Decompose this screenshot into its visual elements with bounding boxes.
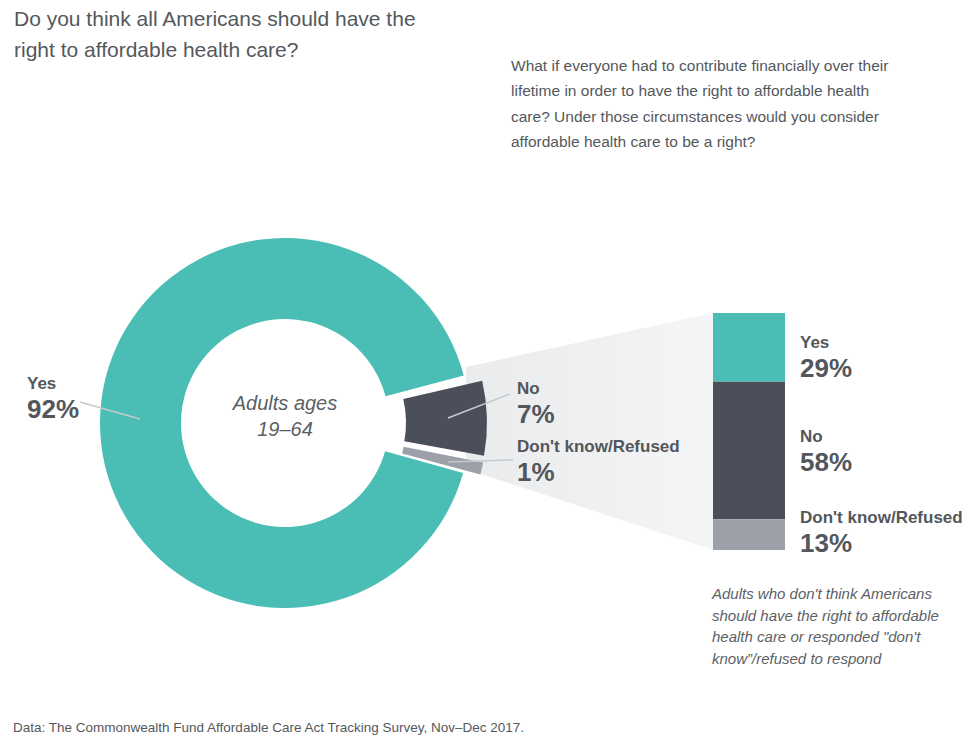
bar-label-no-name: No bbox=[800, 427, 852, 447]
donut-label-no: No 7% bbox=[517, 379, 555, 429]
page: { "title_lines": [ "Do you think all Ame… bbox=[0, 0, 980, 743]
donut-label-no-pct: 7% bbox=[517, 399, 555, 429]
leader-line-dont-know bbox=[448, 460, 513, 462]
donut-segment-no bbox=[403, 381, 487, 456]
bar-label-dont-know-name: Don't know/Refused bbox=[800, 508, 963, 528]
bar-segment-no bbox=[713, 382, 785, 519]
funnel-highlight-shape bbox=[466, 313, 713, 550]
donut-segment-don-t-know-refused bbox=[402, 447, 483, 475]
bar-label-no: No 58% bbox=[800, 427, 852, 477]
donut-label-yes-pct: 92% bbox=[27, 394, 79, 424]
bar-label-no-pct: 58% bbox=[800, 447, 852, 477]
donut-label-dont-know: Don't know/Refused 1% bbox=[517, 437, 680, 487]
donut-label-dont-know-pct: 1% bbox=[517, 457, 680, 487]
bar-label-dont-know: Don't know/Refused 13% bbox=[800, 508, 963, 558]
bar-segment-yes bbox=[713, 313, 785, 382]
bar-label-yes-pct: 29% bbox=[800, 353, 852, 383]
page-title: Do you think all Americans should have t… bbox=[14, 4, 514, 65]
bar-label-yes: Yes 29% bbox=[800, 333, 852, 383]
bar-label-dont-know-pct: 13% bbox=[800, 528, 963, 558]
donut-label-yes: Yes 92% bbox=[27, 374, 79, 424]
donut-center-label: Adults ages 19–64 bbox=[160, 390, 410, 442]
followup-question: What if everyone had to contribute finan… bbox=[511, 53, 976, 154]
bar-segment-don-t-know-refused bbox=[713, 519, 785, 550]
leader-line-yes bbox=[80, 402, 140, 419]
donut-center-label-line2: 19–64 bbox=[160, 416, 410, 442]
donut-center-label-line1: Adults ages bbox=[160, 390, 410, 416]
data-source-note: Data: The Commonwealth Fund Affordable C… bbox=[13, 720, 524, 735]
leader-line-no bbox=[448, 394, 510, 418]
bar-footnote: Adults who don't think Americans should … bbox=[712, 583, 980, 669]
donut-label-no-name: No bbox=[517, 379, 555, 399]
bar-label-yes-name: Yes bbox=[800, 333, 852, 353]
donut-label-dont-know-name: Don't know/Refused bbox=[517, 437, 680, 457]
donut-label-yes-name: Yes bbox=[27, 374, 79, 394]
